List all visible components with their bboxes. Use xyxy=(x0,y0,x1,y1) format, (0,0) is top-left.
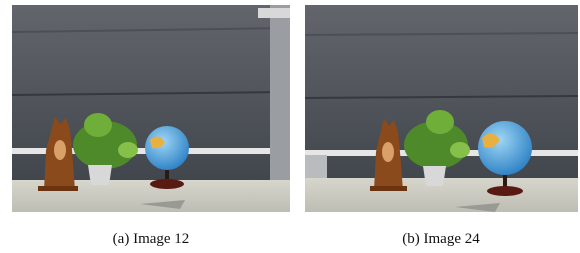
photo-b xyxy=(305,5,578,212)
page: (a) Image 12 (b) Image 24 (() => { const… xyxy=(0,0,580,253)
caption-a: (a) Image 12 xyxy=(113,231,190,247)
figure: (a) Image 12 (b) Image 24 xyxy=(0,0,580,253)
photo-a xyxy=(12,5,290,212)
caption-b: (b) Image 24 xyxy=(402,231,480,247)
